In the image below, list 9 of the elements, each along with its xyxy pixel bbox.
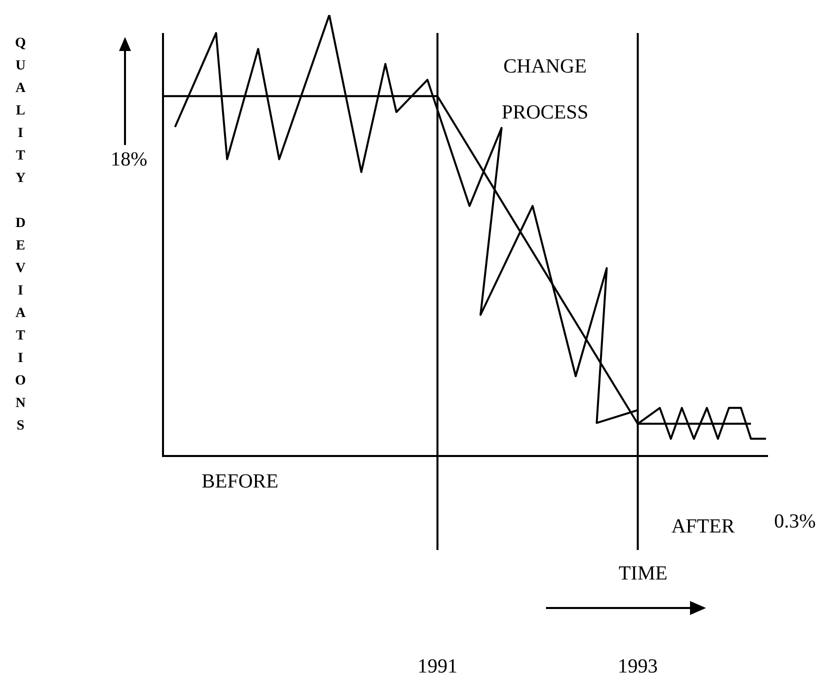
- x-tick-label: 1993: [618, 655, 658, 677]
- text: QUALITY DEVIATIONS: [13, 36, 28, 441]
- text: 18%: [110, 148, 148, 170]
- text: BEFORE: [202, 470, 278, 492]
- text: 0.3%: [774, 510, 816, 532]
- text: AFTER: [671, 515, 736, 538]
- text: CHANGE PROCESS: [502, 55, 588, 124]
- x-axis-title: TIME: [618, 562, 668, 584]
- x-tick-label: 1991: [417, 655, 458, 677]
